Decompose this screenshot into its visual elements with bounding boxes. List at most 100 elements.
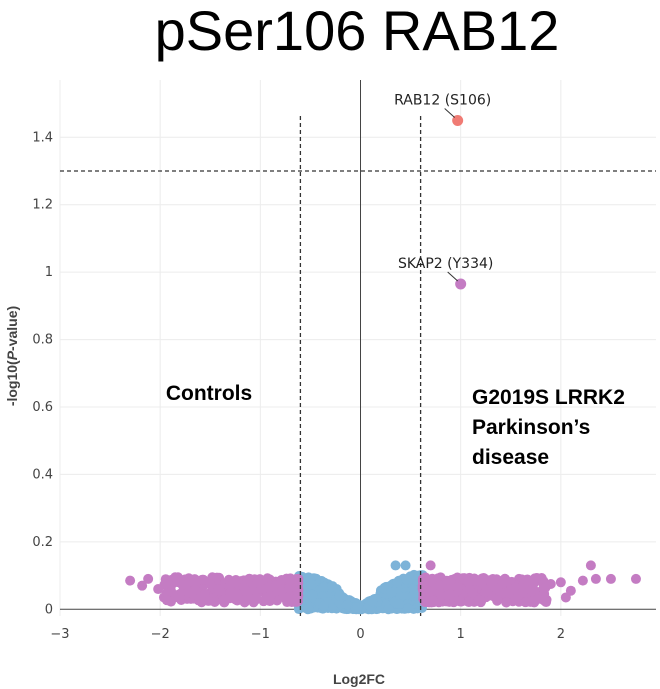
annotation-label: SKAP2 (Y334) — [398, 256, 493, 272]
data-point — [184, 577, 195, 588]
data-point — [445, 589, 456, 600]
x-tick-label: −3 — [50, 627, 69, 642]
data-point — [605, 573, 616, 584]
data-point — [367, 596, 378, 607]
data-point — [205, 578, 216, 589]
data-point — [160, 578, 171, 589]
y-axis-label-italic: P — [4, 350, 20, 360]
grid-lines — [59, 80, 656, 616]
data-point — [195, 592, 206, 603]
data-point — [284, 574, 295, 585]
data-point — [392, 577, 403, 588]
data-point — [560, 592, 571, 603]
y-axis-label-suffix: -value) — [4, 306, 20, 351]
threshold-lines — [60, 116, 656, 616]
data-point — [383, 604, 394, 615]
y-tick-label: 0.6 — [32, 400, 53, 415]
y-tick-label: 0.2 — [32, 535, 53, 550]
data-point — [463, 576, 474, 587]
y-axis-label-prefix: -log10( — [4, 360, 20, 406]
data-point — [263, 582, 274, 593]
data-point — [352, 602, 363, 613]
data-point — [434, 580, 445, 591]
data-point — [386, 587, 397, 598]
data-point — [306, 579, 317, 590]
data-points — [125, 114, 641, 615]
data-point — [287, 595, 298, 606]
data-point — [401, 574, 412, 585]
data-point — [307, 590, 318, 601]
x-tick-label: −1 — [251, 627, 270, 642]
axes: −3 −2 −1 0 1 2 0 0.2 0.4 0.6 0.8 1 1.2 1.4 — [32, 80, 656, 642]
data-point — [137, 580, 148, 591]
chart-title: pSer106 RAB12 — [155, 0, 560, 62]
data-point — [517, 587, 528, 598]
data-point — [577, 575, 588, 586]
data-point — [230, 577, 241, 588]
data-point — [474, 576, 485, 587]
data-point — [555, 577, 566, 588]
data-point — [250, 592, 261, 603]
data-point — [527, 584, 538, 595]
data-point — [492, 595, 503, 606]
data-point — [276, 586, 287, 597]
group-label-g2019s: G2019S LRRK2 — [472, 386, 625, 409]
data-point — [452, 582, 463, 593]
x-tick-label: 1 — [457, 627, 465, 642]
data-point — [425, 560, 436, 571]
data-point — [394, 598, 405, 609]
data-point — [240, 585, 251, 596]
annotations: RAB12 (S106) SKAP2 (Y334) — [394, 92, 493, 282]
data-point — [161, 595, 172, 606]
data-point — [520, 597, 531, 608]
data-point — [425, 586, 436, 597]
y-axis-label: -log10(P-value) — [4, 306, 20, 406]
data-point — [153, 584, 164, 595]
data-point — [213, 584, 224, 595]
data-point — [143, 573, 154, 584]
data-point — [183, 587, 194, 598]
data-point — [403, 603, 414, 614]
x-tick-label: 0 — [356, 627, 364, 642]
data-point — [464, 596, 475, 607]
y-tick-label: 0.8 — [32, 333, 53, 348]
data-point — [170, 572, 181, 583]
y-tick-label: 1.2 — [32, 198, 53, 213]
x-tick-label: 2 — [557, 627, 565, 642]
data-point — [485, 576, 496, 587]
annotation-arrow — [444, 108, 456, 118]
y-tick-label: 0 — [45, 602, 53, 617]
data-point — [501, 597, 512, 608]
data-point — [590, 573, 601, 584]
data-point — [473, 595, 484, 606]
highlighted-point — [455, 278, 467, 290]
data-point — [427, 595, 438, 606]
data-point — [252, 576, 263, 587]
data-point — [400, 560, 411, 571]
data-point — [532, 594, 543, 605]
data-point — [500, 574, 511, 585]
y-tick-label: 1.4 — [32, 130, 53, 145]
data-point — [390, 560, 401, 571]
x-tick-label: −2 — [151, 627, 170, 642]
data-point — [630, 573, 641, 584]
data-point — [265, 590, 276, 601]
x-axis-label: Log2FC — [333, 671, 385, 687]
highlighted-point — [452, 114, 464, 126]
data-point — [334, 590, 345, 601]
data-point — [318, 601, 329, 612]
data-point — [225, 587, 236, 598]
data-point — [427, 573, 438, 584]
data-point — [327, 581, 338, 592]
group-label-parkinsons: Parkinson’s — [472, 416, 590, 439]
data-point — [318, 581, 329, 592]
data-point — [545, 578, 556, 589]
annotation-arrow — [447, 271, 459, 282]
data-point — [510, 582, 521, 593]
data-point — [302, 603, 313, 614]
group-label-disease: disease — [472, 446, 549, 469]
data-point — [292, 586, 303, 597]
annotation-label: RAB12 (S106) — [394, 92, 491, 108]
data-point — [283, 583, 294, 594]
